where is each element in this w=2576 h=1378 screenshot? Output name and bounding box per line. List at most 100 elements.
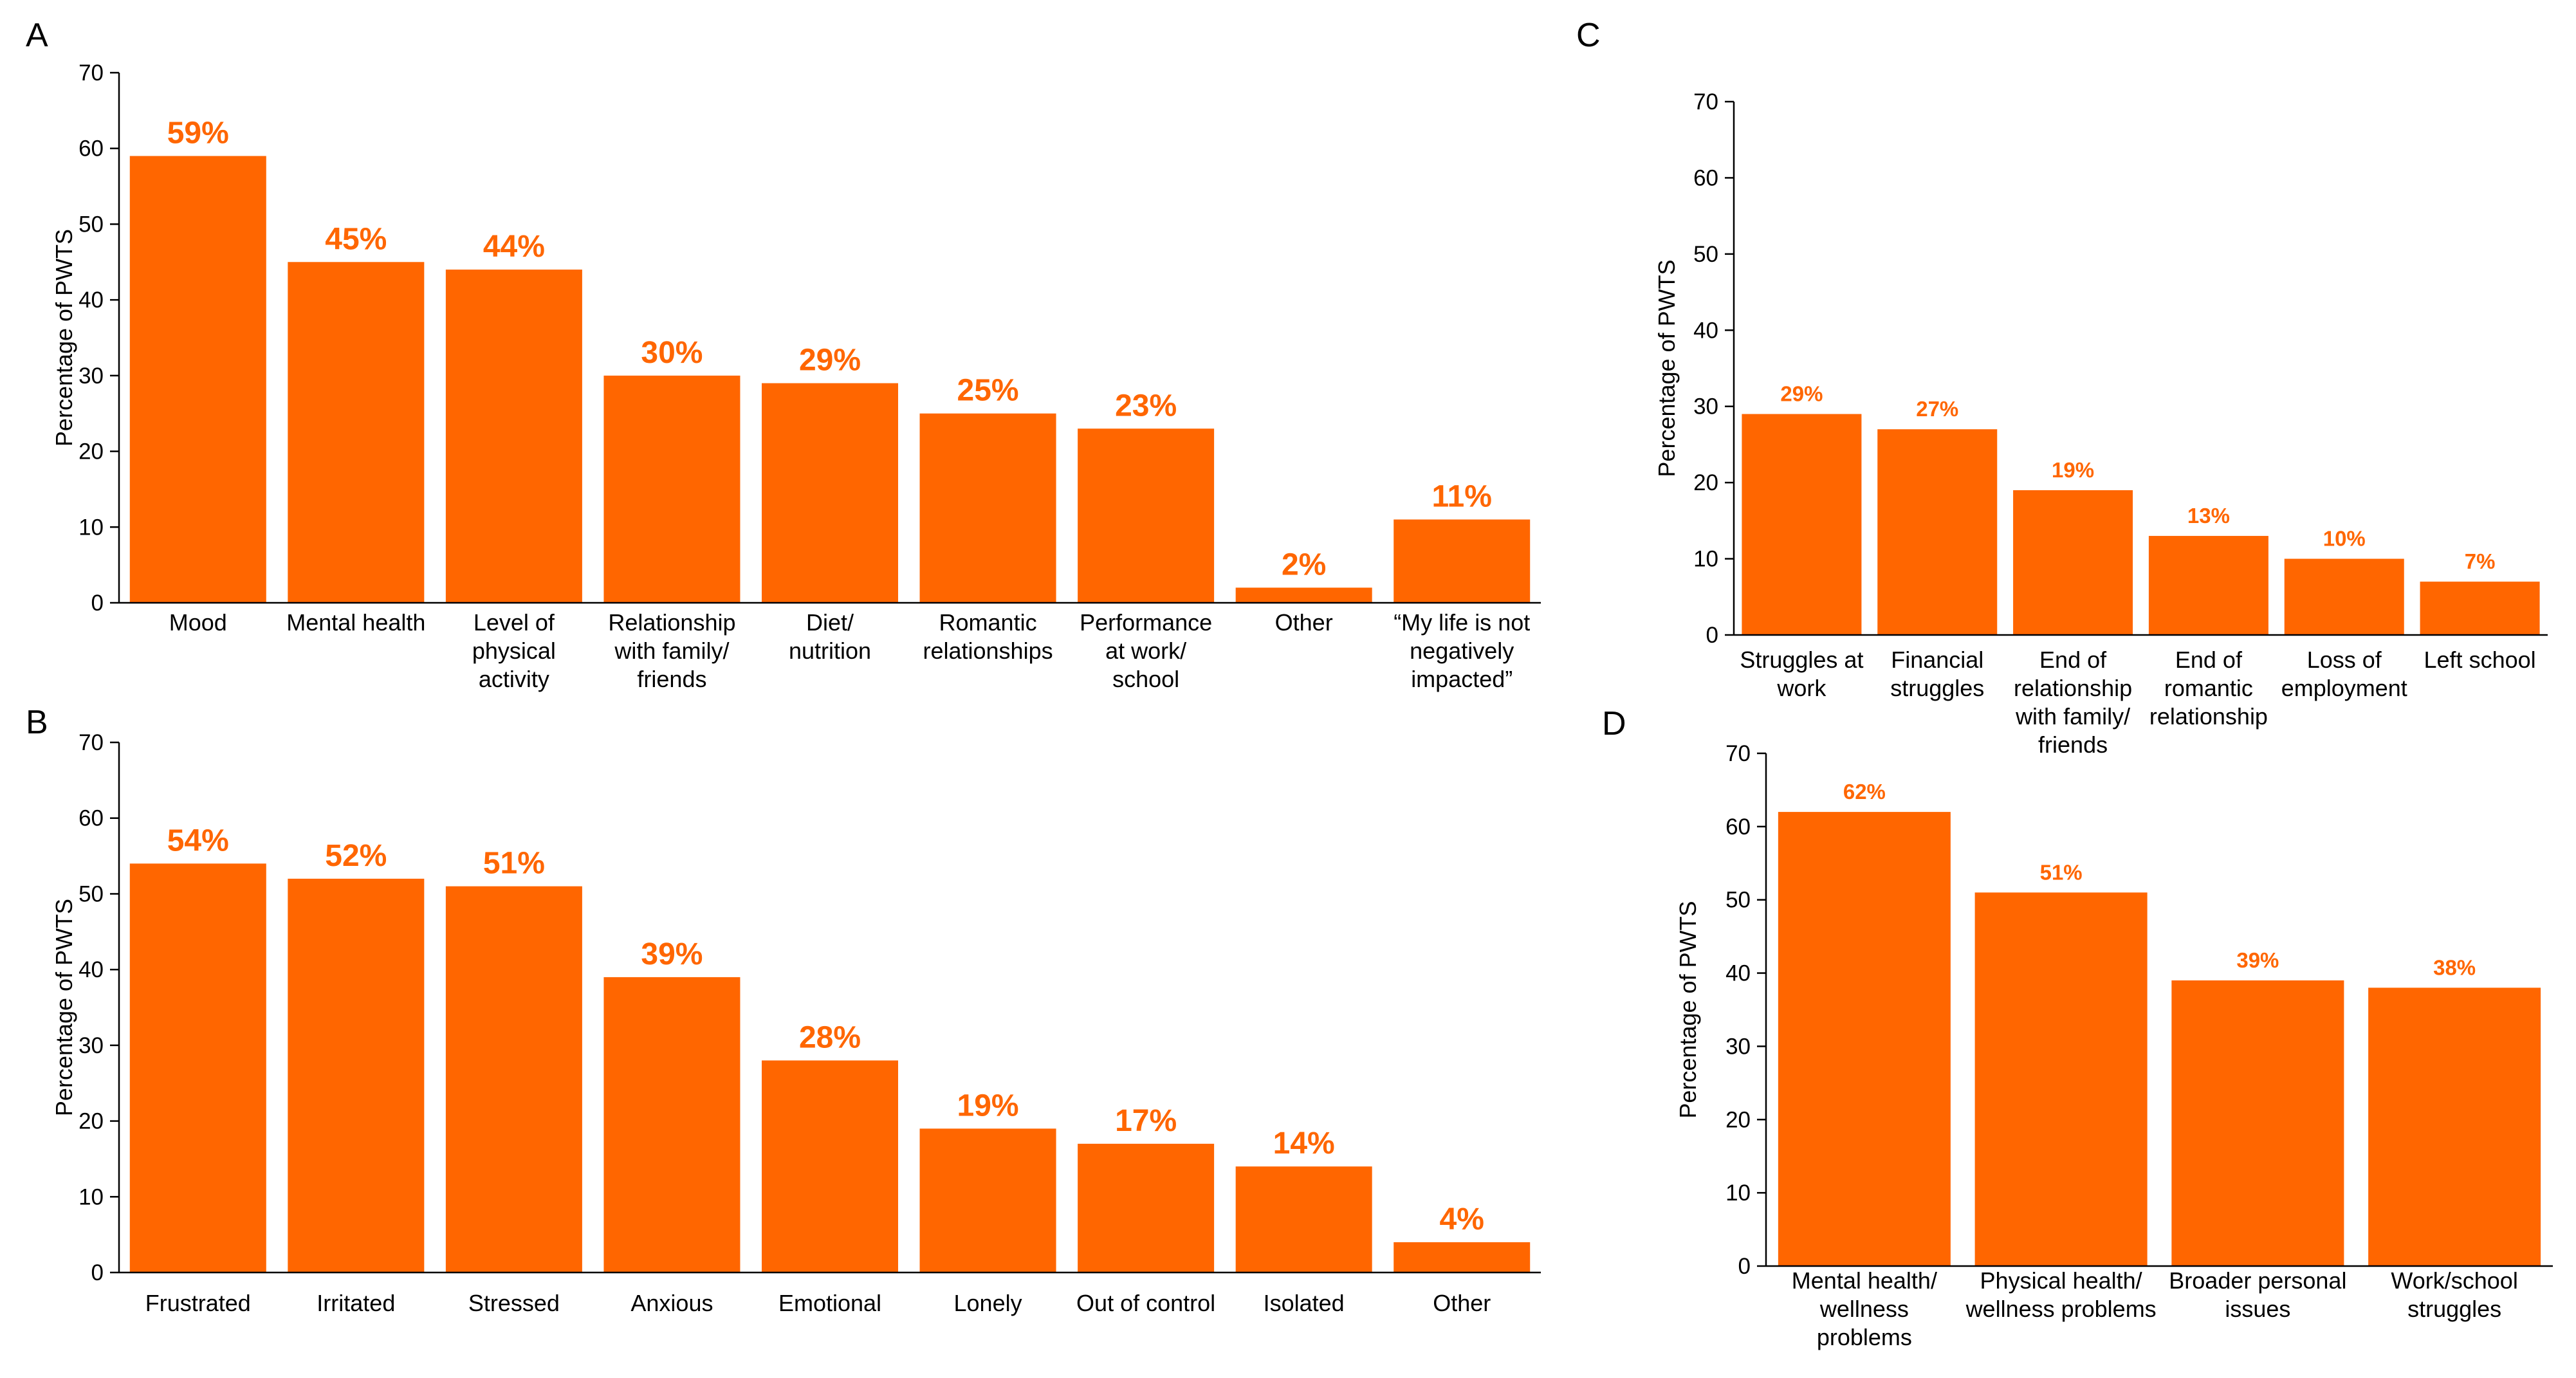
panel-b-category-label: Anxious xyxy=(630,1290,713,1316)
panel-a-ylabel: Percentage of PWTS xyxy=(51,229,77,446)
panel-b-data-label: 17% xyxy=(1115,1104,1177,1138)
panel-c-category-label: Loss of employment xyxy=(2281,647,2407,701)
panel-b-category-label-line: Irritated xyxy=(317,1290,395,1316)
panel-c-category-label: End of romantic relationship xyxy=(2149,647,2268,730)
panel-a-category-label-line: Romantic xyxy=(939,609,1037,636)
panel-c-category-label-line: work xyxy=(1776,675,1826,701)
panel-c-ytick-label: 30 xyxy=(1693,394,1718,419)
panel-a-category-label-line: Performance xyxy=(1080,609,1212,636)
panel-c-category-label-line: Left school xyxy=(2424,647,2536,673)
panel-d-category-label-line: wellness problems xyxy=(1965,1296,2157,1322)
panel-a-category-label-line: nutrition xyxy=(789,638,871,664)
panel-b-category-label-line: Out of control xyxy=(1076,1290,1215,1316)
panel-a-category-label: Other xyxy=(1275,609,1333,636)
panel-d-category-label-line: Work/school xyxy=(2391,1267,2517,1294)
panel-b-ylabel: Percentage of PWTS xyxy=(51,899,77,1116)
panel-b-bar xyxy=(762,1060,898,1272)
panel-a-category-label-line: Other xyxy=(1275,609,1333,636)
panel-c-category-label-line: relationship xyxy=(2149,703,2268,730)
panel-c-data-label: 29% xyxy=(1780,382,1823,406)
panel-b-bar xyxy=(1394,1242,1531,1272)
panel-b-bar xyxy=(445,886,582,1272)
panel-c-bar xyxy=(1877,429,1998,635)
panel-c-bar xyxy=(2284,558,2404,635)
panel-a-category-label: Mental health xyxy=(286,609,425,636)
panel-c-bar xyxy=(2013,490,2133,635)
panel-b-ytick-label: 40 xyxy=(78,957,104,982)
panel-d-bar xyxy=(1974,892,2148,1266)
panel-d-category-label-line: Mental health/ xyxy=(1792,1267,1937,1294)
panel-c-ytick-label: 60 xyxy=(1693,165,1718,190)
panel-b-ytick-label: 20 xyxy=(78,1109,104,1134)
panel-c-category-label-line: with family/ xyxy=(2015,703,2130,730)
panel-b-bar xyxy=(288,878,425,1272)
panel-a-category-label-line: friends xyxy=(637,666,706,692)
panel-d-category-label-line: Physical health/ xyxy=(1980,1267,2142,1294)
panel-a-category-label: Performance at work/school xyxy=(1080,609,1212,692)
panel-c-category-label-line: employment xyxy=(2281,675,2407,701)
panel-d-ytick-label: 40 xyxy=(1725,961,1751,986)
panel-a-data-label: 11% xyxy=(1432,480,1492,514)
panel-b-category-label: Out of control xyxy=(1076,1290,1215,1316)
panel-a-data-label: 59% xyxy=(167,116,229,150)
panel-a-bar xyxy=(1394,519,1531,603)
panel-b-category-label: Other xyxy=(1433,1290,1491,1316)
panel-a-category-label-line: impacted” xyxy=(1411,666,1513,692)
panel-a-category-label-line: physical xyxy=(472,638,556,664)
panel-b-data-label: 39% xyxy=(641,937,703,971)
panel-a-category-label: Level of physical activity xyxy=(472,609,556,692)
panel-b-category-label-line: Frustrated xyxy=(145,1290,251,1316)
panel-b-data-label: 54% xyxy=(167,823,229,858)
panel-b-category-label: Irritated xyxy=(317,1290,395,1316)
panel-b-data-label: 14% xyxy=(1273,1126,1335,1161)
panel-c-ytick-label: 10 xyxy=(1693,547,1718,572)
panel-d-letter: D xyxy=(1602,705,1626,742)
panel-b-ytick-label: 30 xyxy=(78,1033,104,1058)
panel-a-ytick-label: 60 xyxy=(78,136,104,161)
panel-b-category-label-line: Stressed xyxy=(468,1290,560,1316)
panel-c-category-label: End of relationship with family/friends xyxy=(2014,647,2132,758)
panel-a-bar xyxy=(919,413,1056,603)
panel-b-data-label: 51% xyxy=(483,847,545,881)
panel-c-bar xyxy=(1742,414,1862,635)
panel-a-ytick-label: 10 xyxy=(78,515,104,540)
panel-c-category-label: Left school xyxy=(2424,647,2536,673)
panel-a-category-label-line: negatively xyxy=(1410,638,1514,664)
panel-d-ytick-label: 20 xyxy=(1725,1107,1751,1132)
panel-a-ytick-label: 20 xyxy=(78,439,104,464)
panel-b-category-label: Frustrated xyxy=(145,1290,251,1316)
panel-b-category-label-line: Anxious xyxy=(630,1290,713,1316)
panel-a-category-label-line: Mood xyxy=(169,609,227,636)
panel-d-category-label: Broader personal issues xyxy=(2169,1267,2346,1322)
panel-a-bar xyxy=(762,383,898,603)
panel-b-data-label: 52% xyxy=(325,839,387,873)
panel-c-data-label: 19% xyxy=(2052,458,2094,482)
panel-a-category-label: Diet/nutrition xyxy=(789,609,871,664)
panel-c-category-label-line: Financial xyxy=(1891,647,1983,673)
panel-a-category-label: Romantic relationships xyxy=(923,609,1053,664)
panel-b-bar xyxy=(1078,1143,1215,1272)
panel-c-category-label-line: struggles xyxy=(1890,675,1984,701)
panel-d-data-label: 51% xyxy=(2040,860,2083,884)
panel-d-ytick-label: 70 xyxy=(1725,741,1751,766)
panel-b-category-label: Stressed xyxy=(468,1290,560,1316)
panel-c-ytick-label: 70 xyxy=(1693,89,1718,115)
panel-c-category-label-line: End of xyxy=(2039,647,2107,673)
panel-a-data-label: 45% xyxy=(325,222,387,256)
panel-a-category-label-line: activity xyxy=(479,666,549,692)
panel-c-category-label-line: romantic xyxy=(2164,675,2253,701)
panel-b-category-label-line: Lonely xyxy=(954,1290,1022,1316)
panel-a-category-label-line: “My life is not xyxy=(1394,609,1530,636)
panel-c-ytick-label: 40 xyxy=(1693,318,1718,343)
panel-a-data-label: 23% xyxy=(1115,389,1177,423)
panel-a-bar xyxy=(445,270,582,603)
panel-b-bar xyxy=(1235,1166,1372,1272)
panel-b-category-label: Lonely xyxy=(954,1290,1022,1316)
panel-d-ylabel: Percentage of PWTS xyxy=(1675,901,1701,1118)
panel-a-category-label-line: school xyxy=(1112,666,1179,692)
panel-d-category-label: Mental health/wellness problems xyxy=(1792,1267,1937,1350)
panel-d-bar xyxy=(2171,980,2344,1266)
panel-b-data-label: 28% xyxy=(799,1020,861,1054)
panel-c-ytick-label: 50 xyxy=(1693,242,1718,267)
